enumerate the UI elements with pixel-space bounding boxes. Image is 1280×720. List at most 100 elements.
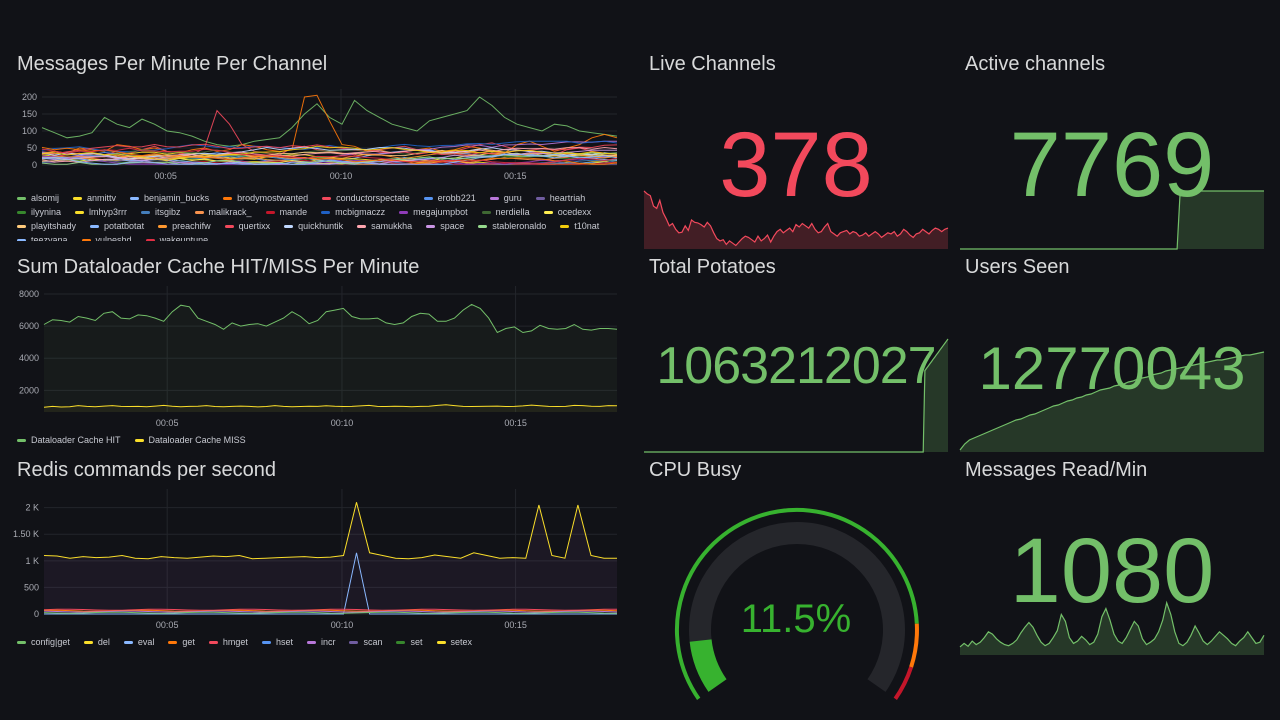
x-tick-label: 00:05	[154, 171, 177, 181]
gauge-threshold-band	[909, 623, 919, 668]
legend-item[interactable]: mcbigmaczz	[321, 207, 385, 217]
legend-label: malikrack_	[208, 207, 252, 217]
legend-item[interactable]: ilyynina	[17, 207, 61, 217]
hit-area	[44, 304, 617, 412]
legend-swatch	[123, 640, 133, 644]
panel-cpu-busy: CPU Busy 11.5%	[644, 459, 948, 700]
legend-item[interactable]: erobb221	[423, 193, 476, 203]
panel-title[interactable]: Users Seen	[965, 256, 1070, 278]
legend-item[interactable]: conductorspectate	[322, 193, 410, 203]
cpu-busy-value: 11.5%	[740, 597, 852, 641]
legend-label: preachifw	[172, 221, 211, 231]
legend-label: Dataloader Cache HIT	[31, 435, 121, 445]
legend-swatch	[83, 640, 93, 644]
y-tick-label: 1.50 K	[13, 529, 39, 539]
main-area	[44, 502, 617, 614]
legend-item[interactable]: stableronaldo	[478, 221, 546, 231]
legend-item[interactable]: benjamin_bucks	[130, 193, 209, 203]
legend-swatch	[489, 196, 499, 200]
legend-item[interactable]: playitshady	[17, 221, 76, 231]
redis-legend: config|get del eval get hmget hset incr scan set…	[17, 635, 627, 649]
y-tick-label: 150	[22, 109, 37, 119]
messages-read-value: 1080	[1009, 520, 1215, 622]
legend-swatch	[17, 438, 26, 442]
legend-item[interactable]: preachifw	[158, 221, 211, 231]
legend-item[interactable]: setex	[436, 635, 472, 649]
legend-item[interactable]: anmittv	[73, 193, 116, 203]
legend-swatch	[560, 224, 570, 228]
legend-item[interactable]: quickhuntik	[284, 221, 343, 231]
y-tick-label: 0	[32, 160, 37, 170]
legend-item[interactable]: megajumpbot	[399, 207, 468, 217]
legend-swatch	[130, 196, 140, 200]
legend-item[interactable]: itsgibz	[141, 207, 181, 217]
legend-item[interactable]: lmhyp3rrr	[75, 207, 127, 217]
y-tick-label: 6000	[19, 321, 39, 331]
legend-item[interactable]: mande	[265, 207, 307, 217]
panel-title[interactable]: Messages Per Minute Per Channel	[17, 53, 328, 75]
legend-item[interactable]: ocedexx	[543, 207, 592, 217]
legend-item[interactable]: guru	[489, 193, 522, 203]
legend-item[interactable]: hset	[261, 635, 293, 649]
panel-title[interactable]: CPU Busy	[649, 459, 742, 481]
series-line-t10nat	[41, 145, 618, 161]
legend-item[interactable]: eval	[123, 635, 154, 649]
panel-title[interactable]: Messages Read/Min	[965, 459, 1148, 481]
legend-item[interactable]: Dataloader Cache MISS	[134, 433, 246, 447]
legend-item[interactable]: nerdiella	[481, 207, 530, 217]
legend-swatch	[17, 224, 26, 228]
panel-users-seen: Users Seen 12770043	[959, 256, 1265, 452]
messages-legend: alsomij anmittv benjamin_bucks brodymostwan…	[17, 193, 627, 241]
series-line-vulpeshd	[41, 146, 618, 165]
legend-item[interactable]: scan	[349, 635, 382, 649]
legend-item[interactable]: config|get	[17, 635, 70, 649]
legend-item[interactable]: samukkha	[357, 221, 412, 231]
legend-label: t10nat	[574, 221, 600, 231]
legend-label: playitshady	[31, 221, 77, 231]
legend-item[interactable]: del	[83, 635, 110, 649]
legend-item[interactable]: malikrack_	[194, 207, 252, 217]
panel-title[interactable]: Live Channels	[649, 53, 776, 75]
legend-item[interactable]: incr	[306, 635, 335, 649]
legend-item[interactable]: vulpeshd	[81, 235, 132, 241]
active-channels-value: 7769	[1009, 114, 1215, 216]
legend-item[interactable]: potatbotat	[90, 221, 144, 231]
legend-item[interactable]: quertixx	[224, 221, 270, 231]
legend-swatch	[141, 210, 151, 214]
legend-label: hmget	[222, 637, 248, 647]
panel-title[interactable]: Sum Dataloader Cache HIT/MISS Per Minute	[17, 256, 420, 278]
legend-label: get	[182, 637, 195, 647]
legend-label: stableronaldo	[492, 221, 547, 231]
sparkline-line	[959, 600, 1265, 648]
legend-item[interactable]: teezyana	[17, 235, 68, 241]
legend-swatch	[145, 238, 155, 241]
legend-item[interactable]: space	[426, 221, 464, 231]
legend-item[interactable]: Dataloader Cache HIT	[17, 433, 121, 447]
legend-item[interactable]: brodymostwanted	[223, 193, 308, 203]
sparkline-line	[644, 338, 949, 453]
legend-swatch	[208, 640, 218, 644]
legend-item[interactable]: hmget	[208, 635, 248, 649]
legend-label: Dataloader Cache MISS	[148, 435, 246, 445]
legend-swatch	[90, 224, 100, 228]
legend-item[interactable]: set	[396, 635, 423, 649]
x-tick-label: 00:15	[504, 171, 527, 181]
legend-item[interactable]: heartriah	[535, 193, 585, 203]
x-tick-label: 00:15	[504, 418, 527, 428]
y-tick-label: 4000	[19, 353, 39, 363]
panel-title[interactable]: Total Potatoes	[649, 256, 776, 278]
legend-item[interactable]: wakeuptune	[145, 235, 208, 241]
panel-title[interactable]: Redis commands per second	[17, 459, 277, 481]
live-channels-value: 378	[719, 114, 873, 216]
legend-swatch	[436, 640, 446, 644]
dataloader-chart: 8000 6000 4000 2000 00:05 00:10 00:15	[19, 286, 618, 428]
legend-item[interactable]: get	[168, 635, 195, 649]
legend-label: itsgibz	[155, 207, 181, 217]
legend-label: ocedexx	[557, 207, 592, 217]
hit-line	[43, 303, 618, 334]
panel-title[interactable]: Active channels	[965, 53, 1106, 75]
legend-item[interactable]: alsomij	[17, 193, 59, 203]
legend-item[interactable]: t10nat	[560, 221, 599, 231]
sparkline-line	[643, 190, 949, 247]
messages-read-sparkline	[959, 600, 1265, 655]
